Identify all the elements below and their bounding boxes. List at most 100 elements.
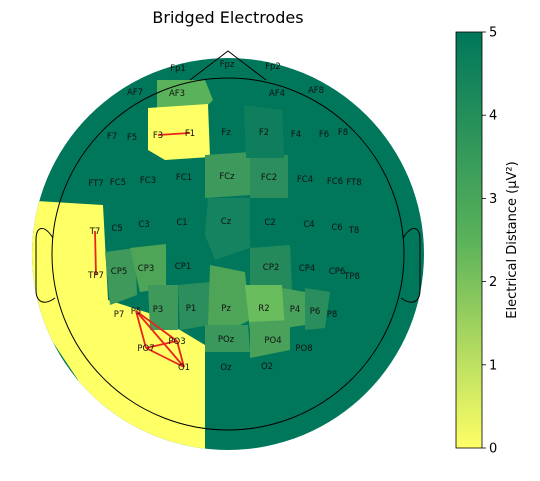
colorbar-tick-label: 1 [489,358,497,373]
electrode-label-p5: P5 [131,307,142,317]
electrode-label-oz: Oz [220,363,232,373]
electrode-label-c6: C6 [331,223,342,233]
electrode-label-c3: C3 [138,220,149,230]
electrode-label-o2: O2 [261,362,273,372]
electrode-label-po8: PO8 [295,344,312,354]
bridge-line-p5-po7 [135,310,147,349]
patch-fc2 [250,154,288,198]
bridge-line-p5-o1 [135,310,185,368]
patch-p6 [305,288,330,330]
bridge-line-t7-tp7 [94,230,97,276]
electrode-label-c4: C4 [303,220,314,230]
electrode-label-po4: PO4 [264,336,281,346]
electrode-label-cp4: CP4 [299,264,315,274]
electrode-label-ft8: FT8 [346,178,361,188]
bridge-line-po7-o1 [145,347,185,368]
electrode-label-t7: T7 [89,227,101,237]
bridge-line-f3-f1 [157,132,191,136]
colorbar: 0 1 2 3 4 5 Electrical Distance (µV²) [455,26,520,457]
electrode-label-ft7: FT7 [88,179,103,189]
electrode-label-fpz: Fpz [220,60,235,70]
patch-f2 [244,105,284,158]
electrode-label-p7: P7 [114,310,125,320]
electrode-label-c2: C2 [264,218,275,228]
electrode-label-fp2: Fp2 [265,62,281,72]
colorbar-tick-label: 4 [489,109,497,124]
right-ear [400,228,421,303]
patch-r2 [245,285,285,330]
electrode-label-t8: T8 [348,226,360,236]
electrode-label-po3: PO3 [168,337,185,347]
electrode-label-fc4: FC4 [297,175,313,185]
patch-po4 [250,320,290,358]
electrode-label-f6: F6 [319,130,329,140]
patch-fcz [205,152,250,198]
nose-outline [189,50,267,81]
colorbar-gradient [455,31,483,449]
electrode-label-fc6: FC6 [327,177,343,187]
electrode-label-f8: F8 [338,128,348,138]
patch-pz [208,265,250,330]
bridge-lines [94,132,191,368]
electrode-label-fz: Fz [221,128,231,138]
electrode-label-tp8: TP8 [343,272,360,282]
patch-cp5 [105,248,137,305]
colorbar-tick-label: 5 [489,26,497,41]
electrode-label-fp1: Fp1 [170,64,186,74]
head-outline [51,77,405,431]
electrode-label-p8: P8 [327,310,338,320]
electrode-label-fc2: FC2 [261,173,277,183]
patch-p4 [282,288,305,328]
colorbar-tick-label: 3 [489,192,497,207]
electrode-label-po7: PO7 [137,344,154,354]
bridge-line-po3-o1 [176,340,185,368]
colorbar-tick-label: 2 [489,275,497,290]
electrode-label-p4: P4 [290,305,301,315]
patch-cz [205,198,250,260]
colorbar-tick-label: 0 [489,442,497,457]
electrode-label-cp2: CP2 [263,263,279,273]
bridge-line-p5-po3 [135,310,178,342]
patch-p1 [178,282,210,330]
electrode-label-p6: P6 [310,307,321,317]
electrode-label-poz: POz [218,335,235,345]
patch-p3 [148,285,178,330]
electrode-label-fc5: FC5 [110,178,126,188]
colorbar-ticks: 0 1 2 3 4 5 [482,26,497,457]
left-ear [35,228,56,303]
electrode-label-af3: AF3 [169,89,185,99]
patch-cp2 [250,245,292,296]
colorbar-label: Electrical Distance (µV²) [505,161,520,318]
electrode-label-f3: F3 [153,131,163,141]
patch-cp3 [130,244,166,292]
electrode-label-cz: Cz [221,217,232,227]
electrode-label-f4: F4 [291,130,301,140]
patch-poz [205,325,250,352]
electrode-label-f5: F5 [127,133,137,143]
electrode-label-af4: AF4 [269,89,285,99]
electrode-label-cp5: CP5 [111,267,127,277]
electrode-label-cp6: CP6 [329,267,345,277]
bridge-line-po7-po3 [145,340,178,349]
electrode-label-fc1: FC1 [176,173,192,183]
patch-f3-f1 [148,104,210,160]
electrode-label-f2: F2 [259,128,269,138]
electrode-label-af7: AF7 [127,88,143,98]
electrode-label-c5: C5 [111,224,122,234]
electrode-label-c1: C1 [176,218,187,228]
electrode-label-pz: Pz [221,304,231,314]
electrode-label-p3: P3 [153,305,164,315]
electrode-label-p1: P1 [186,304,197,314]
chart-title: Bridged Electrodes [152,8,303,27]
electrode-label-fcz: FCz [219,172,235,182]
electrode-label-cp3: CP3 [138,264,154,274]
head-map: Fp1 Fpz Fp2 AF7 AF3 AF4 AF8 F7 F5 F3 F1 Fz F2 F4 F6 F8 F… [32,50,424,450]
electrode-label-af8: AF8 [308,86,324,96]
electrode-label-r2: R2 [258,304,269,314]
electrode-label-cp1: CP1 [175,262,191,272]
electrode-label-f7: F7 [107,132,117,142]
electrode-label-fc3: FC3 [140,176,156,186]
electrode-labels: Fp1 Fpz Fp2 AF7 AF3 AF4 AF8 F7 F5 F3 F1 Fz F2 F4 F6 F8 F… [87,60,362,373]
electrode-label-f1: F1 [185,129,195,139]
